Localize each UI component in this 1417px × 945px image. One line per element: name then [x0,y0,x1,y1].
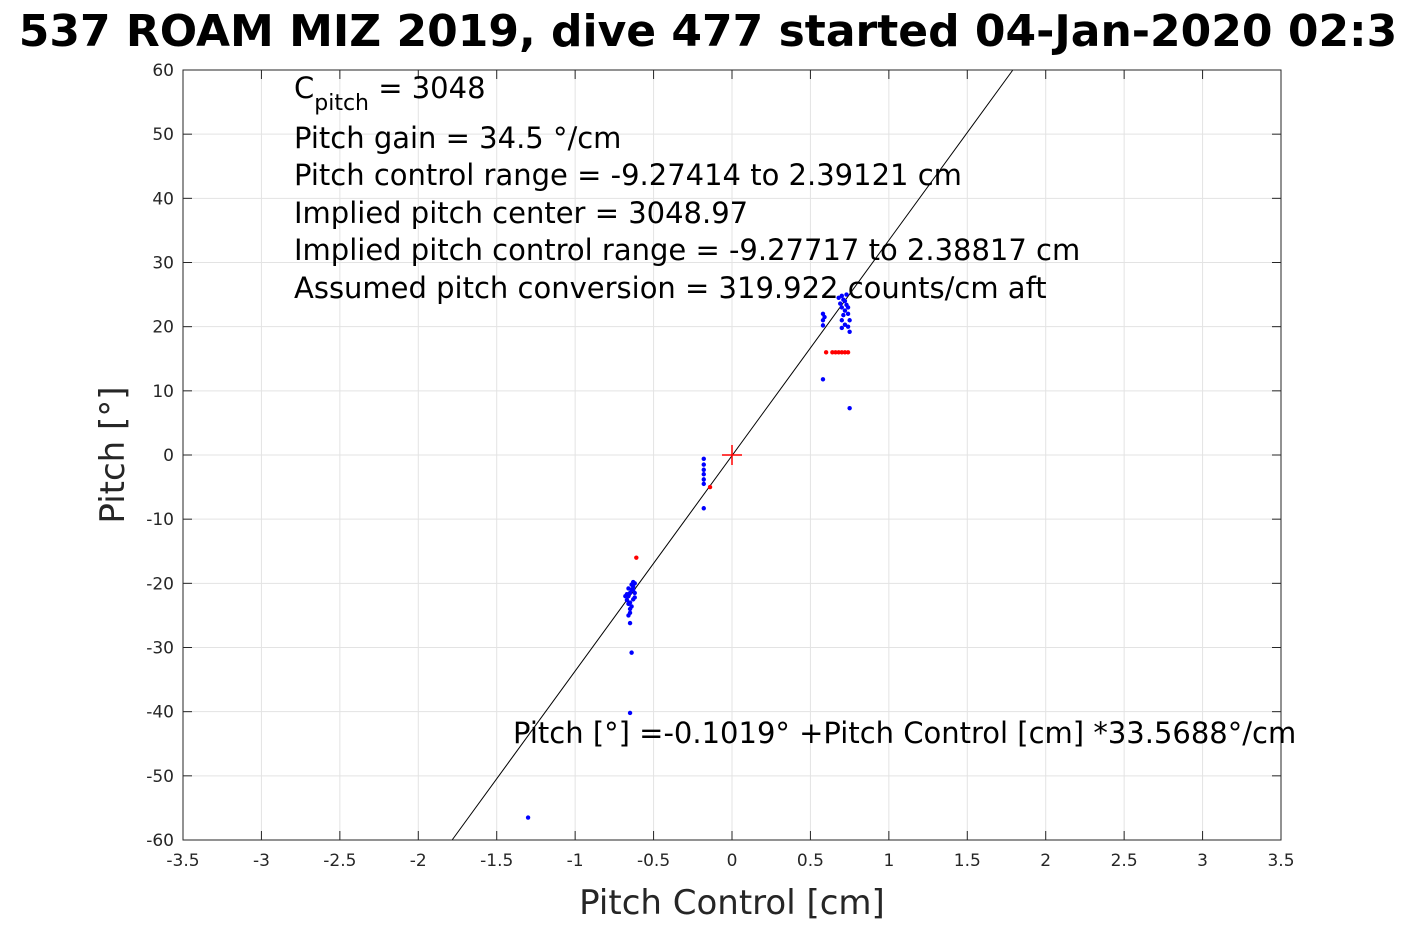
y-tick-label: -50 [146,767,174,787]
y-tick-label: 50 [152,125,174,145]
data-point [624,597,630,603]
data-point [847,318,852,323]
data-point [844,292,849,297]
data-point [701,462,706,467]
pitch-conversion-annotation: Assumed pitch conversion = 319.922 count… [294,271,1047,305]
x-tick-label: 2 [1040,851,1051,871]
data-point [842,308,848,313]
data-point [701,481,706,487]
data-point [839,350,844,355]
y-tick-label: 10 [152,382,174,402]
data-point [701,472,706,477]
grid [182,69,1282,841]
x-tick-label: 0 [727,851,738,871]
x-tick-label: 2.5 [1111,851,1138,871]
c-pitch-main: C [294,71,314,105]
data-point [624,592,630,597]
c-pitch-value: = 3048 [369,71,486,105]
x-tick-label: -0.5 [637,851,670,871]
x-tick-label: 1.5 [954,851,981,871]
data-point [701,477,706,482]
pitch-control-range-annotation: Pitch control range = -9.27414 to 2.3912… [294,158,962,192]
y-tick-label: 30 [152,254,174,274]
x-tick-label: -2.5 [323,851,356,871]
y-tick-label: -10 [146,510,174,530]
y-tick-label: 40 [152,189,174,209]
data-point [842,298,848,304]
y-tick-label: -40 [146,703,174,723]
y-axis-label: Pitch [°] [93,386,133,523]
data-point [701,506,706,511]
fit-equation-annotation: Pitch [°] =-0.1019° +Pitch Control [cm] … [513,716,1296,750]
x-tick-label: -1 [567,851,584,871]
data-point [627,610,633,616]
data-point [839,318,844,323]
data-point [629,650,634,655]
annotation-box: Cpitch = 3048 Pitch gain = 34.5 °/cm Pit… [294,71,1080,305]
data-point [841,312,846,318]
data-point [629,604,634,609]
x-tick-label: 0.5 [797,851,824,871]
data-point [838,301,843,306]
data-point [701,456,706,462]
center-marker-group [722,445,742,465]
data-point [701,467,706,472]
c-pitch-annotation: Cpitch = 3048 [294,71,486,116]
data-point [634,555,639,560]
data-point [820,311,826,317]
data-point [839,305,844,310]
x-tick-label: -3.5 [166,851,199,871]
data-point [839,325,844,331]
x-tick-label: -1.5 [480,851,513,871]
y-tick-label: -60 [146,831,174,851]
y-tick-label: -30 [146,639,174,659]
data-point [820,377,826,382]
chart-title: 537 ROAM MIZ 2019, dive 477 started 04-J… [19,6,1398,57]
data-point [830,350,835,355]
data-point [627,710,633,716]
data-point [707,484,713,490]
y-tick-label: 60 [152,61,174,81]
data-point [525,815,531,820]
y-tick-label: 20 [152,318,174,338]
data-points [525,292,852,820]
data-point [626,586,631,591]
data-point [632,595,637,600]
x-tick-label: 3.5 [1267,851,1294,871]
x-axis-label: Pitch Control [cm] [579,883,885,923]
data-point [845,350,851,355]
pitch-gain-annotation: Pitch gain = 34.5 °/cm [294,121,621,155]
data-point [629,582,634,587]
data-point [823,350,829,355]
data-point [845,324,851,329]
data-point [630,587,636,592]
y-tick-label: -20 [146,574,174,594]
c-pitch-subscript: pitch [314,91,369,116]
data-point [845,311,851,317]
x-tick-label: -2 [410,851,427,871]
data-point [842,350,848,355]
x-tick-label: 1 [883,851,894,871]
data-point [847,329,852,334]
y-tick-label: 0 [163,446,174,466]
axis-ticks: -3.5 -3 -2.5 -2 -1.5 -1 -0.5 0 0.5 1 1.5 2 2.5 3 3.5 -6… [146,61,1294,871]
x-tick-label: -3 [253,851,270,871]
implied-pitch-center-annotation: Implied pitch center = 3048.97 [294,196,748,230]
data-point [847,405,852,411]
implied-pitch-range-annotation: Implied pitch control range = -9.27717 t… [294,233,1080,267]
data-point [627,600,633,605]
data-point [845,305,851,310]
data-point [836,350,841,355]
data-point [836,295,841,300]
data-point [833,350,838,355]
data-point [627,620,633,626]
data-point [820,323,826,328]
x-tick-label: 3 [1197,851,1208,871]
